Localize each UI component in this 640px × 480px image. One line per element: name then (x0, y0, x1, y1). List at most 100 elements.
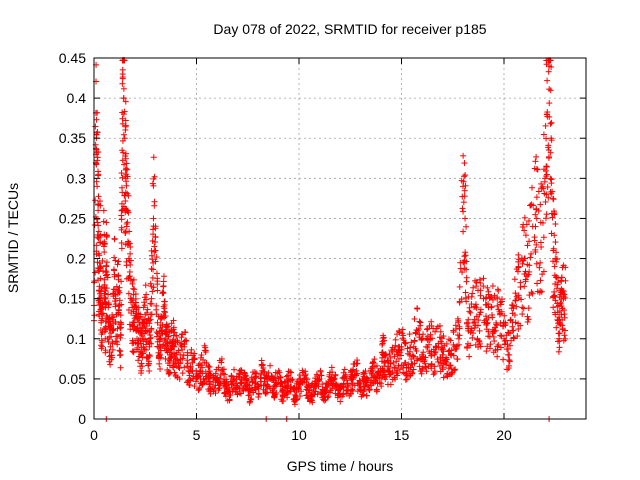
data-point (455, 317, 462, 324)
data-point (285, 368, 292, 375)
data-point (143, 322, 150, 329)
data-point (363, 392, 370, 399)
data-point (557, 299, 564, 306)
data-point (413, 327, 420, 334)
data-point (448, 352, 455, 359)
data-point (519, 311, 526, 318)
data-point (387, 354, 394, 361)
y-tick-label: 0.1 (67, 331, 87, 347)
data-point (123, 165, 130, 172)
data-point (195, 387, 202, 394)
data-point (345, 383, 352, 390)
data-point (466, 308, 473, 315)
data-point (535, 188, 542, 195)
data-point (463, 258, 470, 265)
data-point (397, 366, 404, 373)
data-point (548, 119, 555, 126)
data-point (553, 255, 560, 262)
data-point (523, 221, 530, 228)
data-point (544, 109, 551, 116)
data-point (220, 366, 227, 373)
data-point (125, 192, 132, 199)
data-point (532, 211, 539, 218)
data-point (447, 371, 454, 378)
data-point (132, 299, 139, 306)
data-point (103, 263, 110, 270)
data-point (114, 333, 121, 340)
data-point (338, 393, 345, 400)
data-point (536, 264, 543, 271)
data-point (553, 285, 560, 292)
data-point (298, 388, 305, 395)
data-point (392, 342, 399, 349)
data-point (443, 340, 450, 347)
data-point (94, 157, 101, 164)
data-point (130, 326, 137, 333)
data-point (120, 111, 127, 118)
data-point (260, 362, 267, 369)
data-point (95, 149, 102, 156)
data-point (431, 349, 438, 356)
data-point (440, 374, 447, 381)
x-tick-label: 10 (291, 427, 307, 443)
data-point (544, 184, 551, 191)
data-point (337, 386, 344, 393)
data-point (275, 367, 282, 374)
data-point (104, 271, 111, 278)
data-point (119, 66, 126, 73)
data-point (104, 274, 111, 281)
data-point (175, 364, 182, 371)
data-point (484, 319, 491, 326)
data-point (341, 366, 348, 373)
data-point (500, 356, 507, 363)
data-point (391, 374, 398, 381)
data-point (218, 355, 225, 362)
data-point (552, 220, 559, 227)
data-point (549, 214, 556, 221)
data-point (376, 379, 383, 386)
data-point (364, 376, 371, 383)
data-point (394, 370, 401, 377)
data-point (515, 256, 522, 263)
data-point (469, 334, 476, 341)
data-point (103, 219, 110, 226)
data-point (485, 291, 492, 298)
data-point (406, 331, 413, 338)
data-point (147, 334, 154, 341)
data-point (395, 347, 402, 354)
data-point (522, 232, 529, 239)
data-point (340, 383, 347, 390)
data-point (319, 381, 326, 388)
data-point (452, 366, 459, 373)
data-point (428, 352, 435, 359)
data-point (444, 372, 451, 379)
data-point (152, 234, 159, 241)
data-point (512, 290, 519, 297)
data-point (269, 373, 276, 380)
data-point (463, 274, 470, 281)
data-point (150, 266, 157, 273)
data-point (109, 327, 116, 334)
x-tick-label: 15 (394, 427, 410, 443)
x-tick-label: 5 (193, 427, 201, 443)
data-point (102, 267, 109, 274)
data-point (302, 368, 309, 375)
data-point (186, 368, 193, 375)
data-point (533, 194, 540, 201)
data-point (509, 310, 516, 317)
data-point (372, 377, 379, 384)
data-point (556, 344, 563, 351)
data-point (159, 289, 166, 296)
data-point (110, 326, 117, 333)
data-point (146, 340, 153, 347)
data-point (495, 306, 502, 313)
data-point (501, 312, 508, 319)
data-point (550, 245, 557, 252)
data-point (118, 239, 125, 246)
data-point (472, 341, 479, 348)
data-point (143, 291, 150, 298)
data-point (111, 273, 118, 280)
data-point (480, 283, 487, 290)
data-point (188, 346, 195, 353)
data-point (272, 391, 279, 398)
